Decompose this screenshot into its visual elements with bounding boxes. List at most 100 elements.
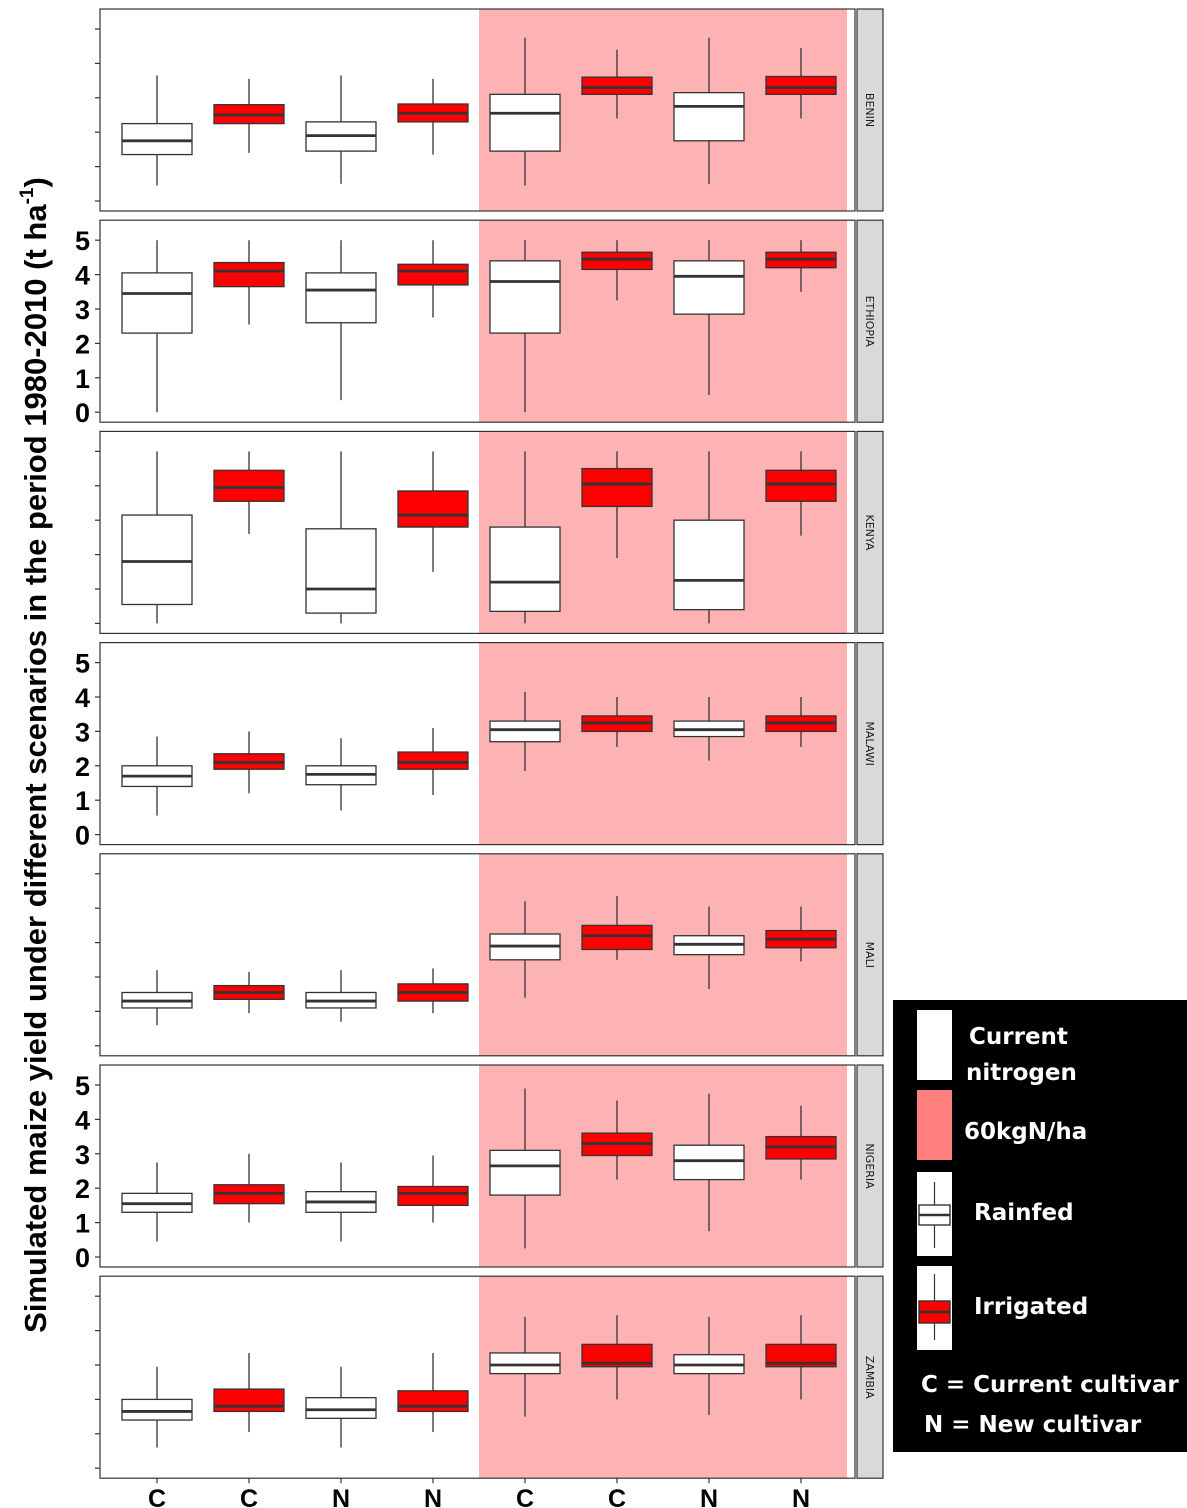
box-iqr (673, 519, 745, 611)
box-kenya-7 (673, 451, 745, 624)
legend-label-current-nitrogen-1: Current (969, 1024, 1068, 1050)
y-tick-label: 4 (75, 261, 90, 291)
x-tick-label: N (424, 1485, 442, 1508)
x-tick-label: C (608, 1485, 626, 1508)
legend: Current nitrogen 60kgN/ha Rainfed Irriga… (893, 1000, 1187, 1452)
panel-border (99, 430, 856, 634)
box-iqr (765, 75, 837, 96)
panel-border (99, 8, 856, 212)
box-zambia-8 (765, 1315, 837, 1400)
box-iqr (121, 272, 193, 334)
y-tick-label: 4 (75, 683, 90, 713)
legend-key-current-nitrogen (917, 1010, 952, 1080)
box-ethiopia-3 (305, 240, 377, 401)
box-mali-4 (397, 968, 469, 1014)
y-axis-title: Simulated maize yield under different sc… (17, 177, 53, 1333)
panel-border (99, 1064, 856, 1268)
x-tick-label: N (332, 1485, 350, 1508)
box-mali-2 (213, 971, 285, 1014)
box-malawi-1 (121, 736, 193, 816)
box-iqr (397, 751, 469, 770)
box-iqr (489, 1352, 561, 1375)
legend-label-current-nitrogen-2: nitrogen (966, 1060, 1077, 1086)
box-nigeria-7 (673, 1093, 745, 1232)
box-benin-1 (121, 75, 193, 186)
box-iqr (489, 526, 561, 613)
box-iqr (765, 1343, 837, 1368)
box-malawi-3 (305, 738, 377, 811)
y-tick-label: 5 (75, 1071, 90, 1101)
box-iqr (489, 93, 561, 152)
panel-border (99, 219, 856, 423)
facet-panels: BENIN 0 1 2 3 4 5 ETHIOPIA KENYA 0 1 2 3 4 5 MALAWI MALI… (75, 8, 884, 1479)
facet-strip (856, 853, 884, 1057)
legend-label-cultivar-c: C = Current cultivar (921, 1372, 1179, 1398)
panel-border (99, 853, 856, 1057)
box-kenya-4 (397, 451, 469, 572)
facet-strip (856, 430, 884, 634)
box-iqr (305, 272, 377, 324)
facet-strip-label: BENIN (863, 93, 876, 127)
y-tick-label: 0 (75, 821, 90, 851)
box-iqr (213, 1388, 285, 1413)
box-iqr (489, 1149, 561, 1196)
box-zambia-4 (397, 1352, 469, 1433)
box-zambia-7 (673, 1316, 745, 1415)
facet-strip-label: KENYA (863, 515, 876, 551)
legend-key-high-nitrogen (917, 1090, 952, 1160)
y-tick-label: 1 (75, 1209, 90, 1239)
x-tick-label: N (700, 1485, 718, 1508)
box-iqr (121, 514, 193, 606)
box-mali-8 (765, 906, 837, 962)
y-tick-label: 0 (75, 398, 90, 428)
y-axis-title-end: ) (18, 177, 53, 187)
box-malawi-4 (397, 727, 469, 796)
panel-border (99, 641, 856, 846)
box-iqr (213, 469, 285, 502)
box-malawi-7 (673, 697, 745, 761)
panel-ethiopia: 0 1 2 3 4 5 ETHIOPIA (75, 219, 884, 428)
y-axis-title-superscript: -1 (17, 187, 38, 204)
facet-strip-label: MALI (863, 942, 876, 968)
y-tick-label: 1 (75, 786, 90, 816)
box-iqr (489, 260, 561, 334)
box-iqr (397, 263, 469, 286)
facet-strip-label: ZAMBIA (863, 1356, 876, 1399)
box-iqr (397, 1390, 469, 1413)
high-nitrogen-shading (479, 642, 847, 845)
facet-strip (856, 641, 884, 846)
facet-strip (856, 1064, 884, 1268)
box-benin-2 (213, 78, 285, 153)
panel-nigeria: 0 1 2 3 4 5 NIGERIA (75, 1064, 884, 1273)
box-benin-8 (765, 47, 837, 119)
box-iqr (213, 261, 285, 288)
box-iqr (673, 1144, 745, 1181)
box-mali-5 (489, 901, 561, 998)
facet-strip-label: MALAWI (863, 721, 876, 765)
box-iqr (673, 91, 745, 142)
box-benin-4 (397, 78, 469, 155)
y-tick-label: 2 (75, 1174, 90, 1204)
panel-kenya: KENYA (95, 430, 884, 634)
y-tick-label: 3 (75, 295, 90, 325)
panel-border (99, 1275, 856, 1479)
y-tick-label: 3 (75, 717, 90, 747)
facet-strip (856, 1275, 884, 1479)
box-zambia-1 (121, 1366, 193, 1448)
x-tick-label: C (240, 1485, 258, 1508)
box-nigeria-2 (213, 1153, 285, 1223)
box-kenya-3 (305, 451, 377, 624)
box-kenya-2 (213, 451, 285, 534)
x-tick-label: C (148, 1485, 166, 1508)
box-iqr (121, 1398, 193, 1421)
box-zambia-6 (581, 1315, 653, 1400)
box-iqr (581, 251, 653, 271)
panel-mali: MALI (95, 853, 884, 1057)
box-benin-3 (305, 75, 377, 184)
panel-zambia: ZAMBIA (95, 1275, 884, 1479)
box-benin-5 (489, 37, 561, 186)
box-iqr (397, 490, 469, 528)
x-tick-label: N (792, 1485, 810, 1508)
